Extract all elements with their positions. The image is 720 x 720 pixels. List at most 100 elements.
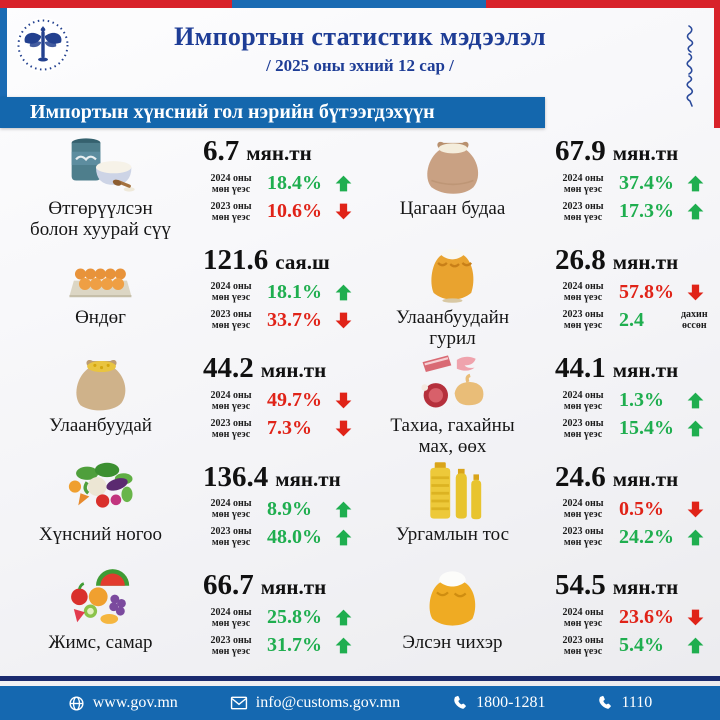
header: Импортын статистик мэдээлэл / 2025 оны э…: [0, 8, 720, 107]
value-number: 54.5: [555, 569, 606, 602]
stat-percent: 31.7%: [267, 634, 322, 657]
value-unit: мян.тн: [246, 141, 312, 165]
trend-arrow-icon: [335, 420, 352, 437]
page-title: Импортын статистик мэдээлэл: [174, 22, 546, 51]
product-value: 66.7 мян.тн: [203, 569, 360, 602]
product-grid: Өтгөрүүлсэн болон хуурай сүү 6.7 мян.тн 2…: [8, 131, 712, 674]
stat-percent: 8.9%: [267, 497, 312, 520]
stat-label: 2023 оны мөн үеэс: [555, 526, 611, 548]
stat-vs-2024: 2024 оны мөн үеэс 49.7%: [203, 388, 360, 413]
value-number: 24.6: [555, 460, 606, 493]
stat-year-label: 2024 оны: [210, 172, 252, 184]
value-number: 67.9: [555, 135, 606, 167]
stat-vs-2023: 2023 оны мөн үеэс 24.2%: [555, 525, 712, 550]
stat-vs-2024: 2024 оны мөн үеэс 1.3%: [555, 388, 712, 413]
stat-label: 2023 оны мөн үеэс: [555, 635, 611, 657]
phone-icon: [452, 695, 468, 711]
section-banner: Импортын хүнсний гол нэрийн бүтээгдэхүүн: [0, 97, 545, 128]
stat-year-label: 2023 оны: [210, 200, 252, 212]
vegetables-icon: [65, 460, 136, 522]
phone-text: 1110: [621, 694, 653, 711]
trend-arrow-icon: [335, 175, 352, 192]
trend-arrow-icon: [335, 637, 352, 654]
stat-period-label: мөн үеэс: [563, 400, 603, 412]
stat-period-label: мөн үеэс: [211, 400, 251, 412]
product-card-vegetables: Хүнсний ногоо 136.4 мян.тн 2024 оны мөн үе…: [8, 457, 360, 566]
mongolian-customs-logo-icon: [13, 15, 73, 75]
footer-website[interactable]: www.gov.mn: [68, 694, 178, 712]
stat-period-label: мөн үеэс: [563, 211, 603, 223]
right-red-edge-strip: [714, 8, 720, 128]
stat-label: 2024 оны мөн үеэс: [555, 498, 611, 520]
product-value: 26.8 мян.тн: [555, 244, 712, 277]
trend-arrow-icon: [687, 420, 704, 437]
mongolian-script-icon: [680, 24, 698, 112]
stat-percent: 48.0%: [267, 525, 322, 548]
product-name: Улаанбуудай: [49, 415, 152, 437]
product-card-oil: Ургамлын тос 24.6 мян.тн 2024 оны мөн үеэс…: [360, 457, 712, 566]
stat-label: 2023 оны мөн үеэс: [555, 309, 611, 331]
stat-vs-2023: 2023 оны мөн үеэс 10.6%: [203, 199, 360, 224]
stat-year-label: 2024 оны: [210, 498, 252, 510]
stat-year-label: 2024 оны: [210, 389, 252, 401]
product-value: 24.6 мян.тн: [555, 461, 712, 494]
product-name: Хүнсний ногоо: [38, 523, 163, 545]
phone-icon: [597, 695, 613, 711]
stat-period-label: мөн үеэс: [211, 428, 251, 440]
product-card-sugar: Элсэн чихэр 54.5 мян.тн 2024 оны мөн үеэс …: [360, 565, 712, 674]
sugar-sack-icon: [417, 568, 488, 630]
trend-arrow-icon: [687, 501, 704, 518]
stat-percent: 5.4%: [619, 634, 664, 657]
stat-year-label: 2023 оны: [210, 526, 252, 538]
product-value: 136.4 мян.тн: [203, 461, 360, 494]
stat-vs-2024: 2024 оны мөн үеэс 57.8%: [555, 280, 712, 305]
email-text: info@customs.gov.mn: [255, 694, 401, 711]
stat-label: 2024 оны мөн үеэс: [555, 281, 611, 303]
stat-label: 2024 оны мөн үеэс: [203, 390, 259, 412]
value-unit: мян.тн: [275, 466, 341, 491]
trend-arrow-icon: [335, 392, 352, 409]
stat-period-label: мөн үеэс: [211, 211, 251, 223]
stat-vs-2023: 2023 оны мөн үеэс 2.4 дахин өссөн: [555, 308, 712, 333]
product-value: 44.2 мян.тн: [203, 352, 360, 385]
stat-year-label: 2024 оны: [562, 389, 604, 401]
trend-arrow-icon: [687, 392, 704, 409]
stat-vs-2024: 2024 оны мөн үеэс 18.4%: [203, 171, 360, 196]
rice-sack-icon: [417, 134, 488, 196]
product-value: 6.7 мян.тн: [203, 135, 360, 168]
product-card-rice: Цагаан будаа 67.9 мян.тн 2024 оны мөн үеэс…: [360, 131, 712, 240]
stat-period-label: мөн үеэс: [211, 617, 251, 629]
website-text: www.gov.mn: [92, 694, 178, 711]
value-number: 136.4: [203, 460, 269, 493]
trend-arrow-icon: [687, 529, 704, 546]
footer-email[interactable]: info@customs.gov.mn: [230, 694, 400, 712]
stat-year-label: 2023 оны: [210, 417, 252, 429]
top-bar-blue-segment: [231, 0, 486, 8]
product-name: Өтгөрүүлсэн болон хуурай сүү: [30, 198, 171, 240]
stat-percent: 7.3%: [267, 417, 312, 440]
stat-vs-2024: 2024 оны мөн үеэс 23.6%: [555, 605, 712, 630]
stat-label: 2024 оны мөн үеэс: [203, 281, 259, 303]
stat-vs-2024: 2024 оны мөн үеэс 8.9%: [203, 497, 360, 522]
stat-percent: 10.6%: [267, 200, 322, 222]
top-bar-red-segment: [485, 0, 720, 8]
stat-period-label: мөн үеэс: [211, 320, 251, 332]
stat-year-label: 2023 оны: [562, 200, 604, 212]
footer-phone-2[interactable]: 1110: [597, 694, 652, 712]
value-unit: мян.тн: [260, 575, 327, 600]
header-titles: Импортын статистик мэдээлэл / 2025 оны э…: [110, 22, 610, 76]
stat-period-label: мөн үеэс: [563, 320, 603, 332]
wheat-sack-icon: [65, 351, 136, 413]
stat-period-label: мөн үеэс: [563, 183, 603, 195]
mail-icon: [230, 696, 248, 710]
stat-label: 2023 оны мөн үеэс: [555, 418, 611, 440]
value-unit: сая.ш: [275, 249, 330, 274]
product-value: 54.5 мян.тн: [555, 569, 712, 602]
stat-percent: 17.3%: [619, 200, 674, 222]
stat-suffix: дахин өссөн: [681, 309, 708, 332]
stat-label: 2023 оны мөн үеэс: [203, 201, 259, 223]
product-name: Ургамлын тос: [395, 523, 510, 545]
value-unit: мян.тн: [260, 358, 327, 383]
footer-phone-1[interactable]: 1800-1281: [452, 694, 545, 712]
